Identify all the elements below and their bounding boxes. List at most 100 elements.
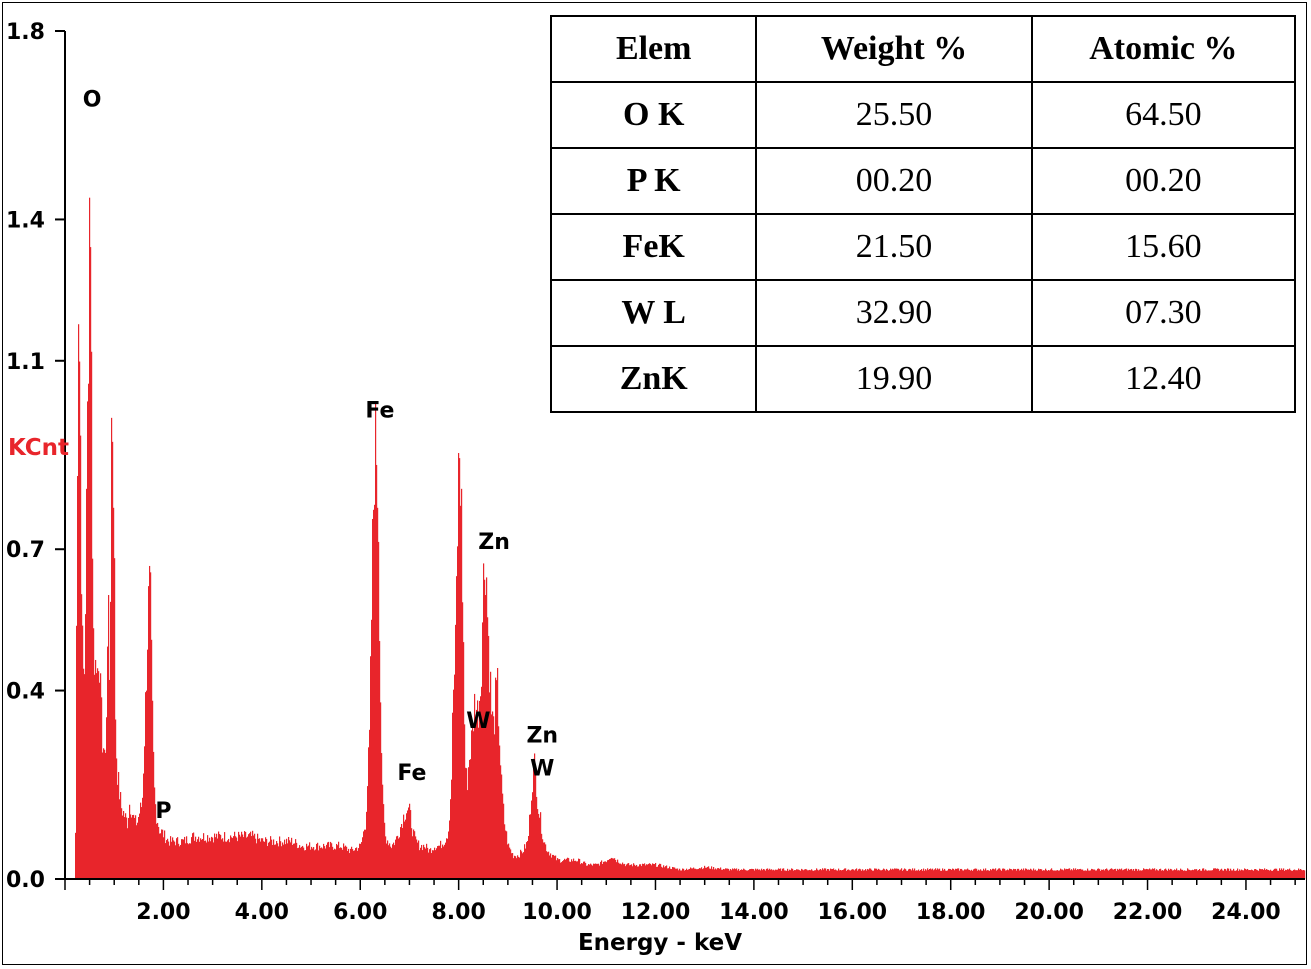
spectrum-bar [416,839,418,879]
spectrum-bar [551,857,553,879]
spectrum-bar [359,843,361,879]
spectrum-bar [1106,868,1108,879]
spectrum-bar [532,792,534,879]
spectrum-bar [562,861,564,879]
spectrum-bar [373,509,375,879]
spectrum-bar [978,869,980,879]
spectrum-bar [512,853,514,879]
spectrum-bar [881,870,883,879]
spectrum-bar [600,861,602,879]
spectrum-bar [238,831,240,879]
spectrum-bar [963,870,965,879]
spectrum-bar [239,834,241,879]
spectrum-bar [420,847,422,879]
spectrum-bar [830,868,832,879]
spectrum-bar [392,844,394,879]
spectrum-bar [669,866,671,879]
spectrum-bar [637,866,639,879]
spectrum-bar [550,853,552,879]
spectrum-bar [151,639,153,879]
spectrum-bar [419,850,421,879]
spectrum-bar [577,861,579,879]
spectrum-bar [1006,870,1008,879]
spectrum-bar [321,847,323,879]
spectrum-bar [293,843,295,879]
spectrum-bar [255,838,257,879]
spectrum-bar [327,842,329,879]
spectrum-bar [817,869,819,879]
spectrum-bar [331,843,333,879]
spectrum-bar [769,868,771,879]
spectrum-bar [1053,870,1055,879]
spectrum-bar [1059,870,1061,879]
spectrum-bar [477,700,479,879]
spectrum-bar [166,840,168,879]
spectrum-bar [280,841,282,879]
spectrum-bar [643,864,645,879]
spectrum-bar [79,361,81,879]
spectrum-bar [503,803,505,879]
spectrum-bar [1083,870,1085,879]
spectrum-bar [351,846,353,879]
spectrum-bar [375,403,377,879]
spectrum-bar [954,870,956,879]
spectrum-bar [315,849,317,879]
spectrum-bar [361,842,363,879]
spectrum-bar [400,827,402,879]
spectrum-bar [752,868,754,879]
spectrum-bar [178,843,180,879]
spectrum-bar [934,869,936,879]
spectrum-bar [1074,869,1076,879]
spectrum-bar [582,863,584,879]
spectrum-bar [182,839,184,879]
spectrum-bar [900,869,902,879]
spectrum-bar [885,870,887,879]
spectrum-bar [399,837,401,879]
spectrum-bar [578,858,580,879]
spectrum-bar [352,849,354,879]
spectrum-bar [1274,868,1276,879]
spectrum-bar [742,869,744,879]
spectrum-bar [277,843,279,879]
spectrum-bar [946,870,948,879]
peak-label: O [83,87,102,112]
spectrum-bar [1071,869,1073,879]
spectrum-bar [1192,869,1194,879]
spectrum-bar [1008,870,1010,879]
spectrum-bar [1032,870,1034,879]
spectrum-bar [745,870,747,879]
spectrum-bar [190,843,192,879]
spectrum-bar [997,869,999,879]
spectrum-bar [628,863,630,879]
spectrum-bar [848,869,850,879]
spectrum-bar [1036,870,1038,879]
spectrum-bar [533,758,535,879]
spectrum-bar [556,860,558,879]
spectrum-bar [243,837,245,879]
spectrum-bar [1275,868,1277,879]
spectrum-bar [350,848,352,879]
cell-weight: 32.90 [755,279,1033,347]
spectrum-bar [1279,868,1281,879]
spectrum-bar [1011,869,1013,879]
spectrum-bar [807,870,809,879]
spectrum-bar [297,848,299,879]
spectrum-bar [636,864,638,879]
spectrum-bar [1092,869,1094,879]
spectrum-bar [259,838,261,879]
spectrum-bar [1289,868,1291,879]
spectrum-bar [227,840,229,879]
spectrum-bar [1085,870,1087,879]
x-tick-label: 10.00 [522,900,592,925]
spectrum-bar [1211,870,1213,879]
spectrum-bar [398,838,400,879]
spectrum-bar [833,868,835,879]
spectrum-bar [1285,869,1287,879]
spectrum-bar [1089,870,1091,879]
spectrum-bar [989,870,991,879]
spectrum-bar [478,727,480,879]
spectrum-bar [286,838,288,879]
spectrum-bar [291,837,293,879]
spectrum-bar [444,844,446,879]
